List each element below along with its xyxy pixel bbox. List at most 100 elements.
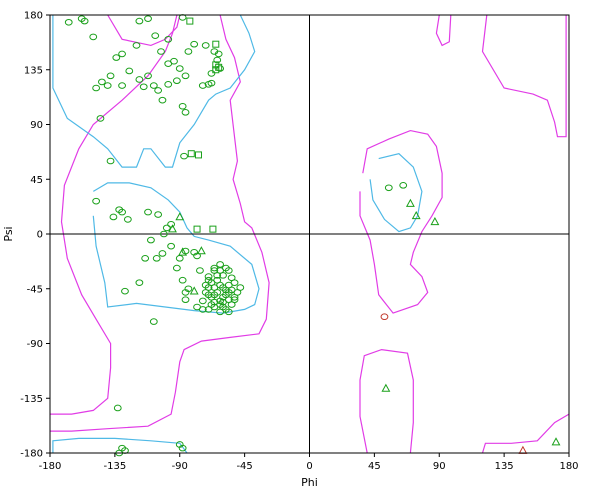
point-triangle-2-3	[178, 247, 188, 256]
point-circle-0-37	[164, 81, 173, 88]
point-circle-0-41	[103, 82, 112, 89]
y-axis-ticks: -180 -135 -90 -45 0 45 90 135 180	[20, 11, 50, 460]
point-circle-0-34	[181, 72, 190, 80]
point-circle-0-21	[144, 72, 152, 80]
point-circle-0-57	[141, 255, 150, 262]
point-circle-0-131	[384, 184, 393, 192]
point-circle-3-0	[380, 313, 389, 321]
point-triangle-2-9	[551, 437, 561, 446]
point-circle-0-36	[181, 109, 190, 116]
point-circle-0-3	[89, 33, 98, 41]
point-circle-0-108	[210, 291, 219, 299]
point-circle-0-61	[158, 250, 167, 257]
point-square-1-5	[187, 150, 195, 158]
point-circle-0-62	[167, 242, 176, 250]
point-circle-0-63	[172, 264, 181, 272]
x-tick-label-0: -180	[39, 461, 62, 472]
point-square-1-8	[212, 40, 220, 48]
point-circle-0-16	[204, 81, 213, 88]
point-circle-0-43	[92, 84, 101, 92]
favored-contour-2	[52, 437, 188, 454]
point-circle-0-12	[213, 56, 222, 64]
point-triangle-2-8	[381, 383, 391, 392]
x-tick-label-4: 0	[306, 461, 312, 472]
point-circle-0-33	[184, 48, 193, 55]
point-circle-0-128	[178, 444, 187, 452]
x-tick-label-5: 45	[368, 461, 381, 472]
point-circle-0-56	[147, 236, 155, 244]
point-square-1-6	[209, 225, 217, 233]
point-circle-0-28	[151, 32, 160, 39]
point-circle-0-122	[210, 264, 219, 272]
point-circle-0-31	[170, 57, 178, 65]
point-circle-0-13	[216, 65, 225, 72]
y-tick-label-1: -135	[20, 394, 43, 405]
point-circle-0-72	[193, 252, 201, 260]
x-tick-label-3: -45	[236, 461, 252, 472]
point-circle-0-124	[180, 152, 188, 160]
point-circle-0-2	[64, 19, 73, 26]
point-triangle-2-6	[411, 210, 421, 220]
point-circle-0-47	[109, 213, 118, 221]
point-circle-0-44	[106, 157, 115, 165]
point-circle-0-45	[96, 115, 105, 122]
point-circle-0-114	[216, 308, 225, 316]
point-circle-0-8	[201, 42, 210, 49]
point-circle-0-52	[154, 211, 163, 218]
point-circle-0-73	[196, 267, 204, 274]
point-circle-0-110	[201, 289, 210, 296]
x-tick-label-7: 135	[495, 461, 514, 472]
point-circle-0-24	[106, 72, 115, 80]
point-circle-0-46	[92, 197, 101, 205]
y-tick-label-5: 45	[30, 175, 43, 186]
x-tick-label-8: 180	[559, 461, 578, 472]
zero-lines	[50, 15, 569, 453]
x-tick-label-2: -90	[172, 461, 188, 472]
point-circle-0-50	[123, 216, 132, 223]
point-circle-0-1	[80, 17, 89, 25]
point-circle-0-54	[159, 230, 168, 238]
point-circle-0-39	[139, 83, 148, 91]
point-triangle-2-4	[189, 286, 199, 295]
allowed-contour-7	[481, 413, 570, 454]
point-circle-0-38	[158, 96, 167, 104]
point-circle-0-42	[98, 78, 106, 86]
x-axis-title: Phi	[301, 476, 318, 489]
point-circle-0-58	[135, 279, 144, 286]
point-circle-0-29	[157, 48, 165, 55]
point-circle-0-98	[224, 308, 233, 316]
allowed-contour-5	[435, 14, 452, 47]
point-circle-0-23	[125, 67, 134, 75]
point-circle-0-68	[198, 306, 207, 313]
point-triangle-2-2	[196, 246, 206, 255]
allowed-contour-0	[107, 14, 181, 47]
point-square-1-7	[193, 225, 201, 233]
x-tick-label-1: -135	[104, 461, 127, 472]
point-circle-0-26	[118, 50, 126, 58]
point-circle-0-64	[178, 276, 187, 284]
allowed-contour-2	[50, 14, 270, 432]
point-circle-0-74	[184, 285, 193, 293]
point-circle-0-18	[172, 77, 181, 84]
favored-contour-3	[369, 153, 423, 233]
x-tick-label-6: 90	[433, 461, 446, 472]
point-circle-0-75	[204, 273, 213, 280]
point-circle-0-59	[121, 287, 129, 295]
point-circle-0-51	[144, 208, 152, 216]
point-circle-0-100	[230, 296, 239, 304]
y-axis-title: Psi	[2, 226, 15, 241]
point-circle-0-79	[224, 267, 233, 274]
allowed-contour-6	[481, 14, 567, 138]
point-circle-0-11	[214, 50, 223, 58]
y-tick-label-2: -90	[27, 339, 43, 350]
point-square-1-0	[186, 17, 194, 25]
point-triangle-2-1	[168, 224, 177, 233]
point-circle-0-123	[149, 318, 158, 325]
point-circle-0-53	[162, 224, 171, 232]
allowed-contour-1	[50, 14, 178, 415]
point-circle-0-22	[135, 76, 144, 83]
point-circle-0-6	[164, 36, 173, 43]
y-tick-label-7: 135	[24, 65, 43, 76]
point-circle-0-20	[149, 82, 158, 89]
